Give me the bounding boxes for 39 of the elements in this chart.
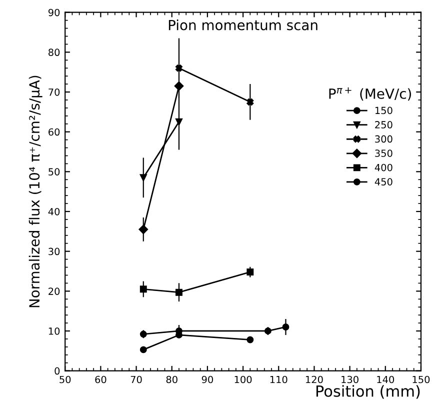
y-tick-label: 30 [48, 248, 60, 256]
x-tick-label: 60 [95, 376, 106, 384]
point [176, 64, 182, 72]
x-tick-label: 110 [270, 376, 288, 384]
point [246, 336, 254, 344]
point [246, 98, 254, 106]
x-tick-label: 100 [234, 376, 252, 384]
legend-label: 150 [375, 106, 392, 114]
legend-label: 250 [375, 121, 392, 128]
legend-label: 450 [374, 178, 392, 186]
y-tick-label: 10 [48, 327, 60, 335]
x-tick-label: 130 [342, 376, 358, 384]
y-tick-label: 40 [48, 208, 60, 216]
y-axis-title: Normalized flux (10⁴ π⁺/cm²/s/μA) [28, 76, 42, 308]
y-tick-label: 60 [48, 128, 60, 136]
x-tick-label: 80 [166, 376, 178, 384]
legend-label: 300 [375, 135, 392, 143]
point [246, 268, 254, 276]
y-tick-label: 80 [48, 48, 60, 56]
y-tick-label: 90 [48, 8, 60, 16]
y-tick-label: 20 [48, 288, 60, 295]
x-tick-label: 90 [202, 376, 213, 384]
point [140, 286, 147, 293]
x-axis-title: Position (mm) [316, 385, 420, 399]
legend-label: 400 [374, 164, 392, 172]
y-tick-label: 50 [48, 168, 60, 176]
x-tick-label: 120 [306, 376, 323, 384]
chart-title: Pion momentum scan [168, 20, 318, 30]
point [176, 288, 182, 296]
y-tick-label: 0 [54, 367, 60, 375]
x-tick-label: 70 [130, 376, 142, 384]
legend-title: P$^{π+}$ (MeV/c) [329, 87, 412, 101]
x-tick-label: 140 [377, 376, 394, 384]
legend-label: 350 [375, 150, 392, 157]
point [174, 81, 184, 91]
point [140, 346, 147, 354]
x-tick-label: 50 [60, 376, 71, 384]
y-tick-label: 70 [48, 88, 60, 96]
x-tick-label: 150 [412, 376, 430, 384]
